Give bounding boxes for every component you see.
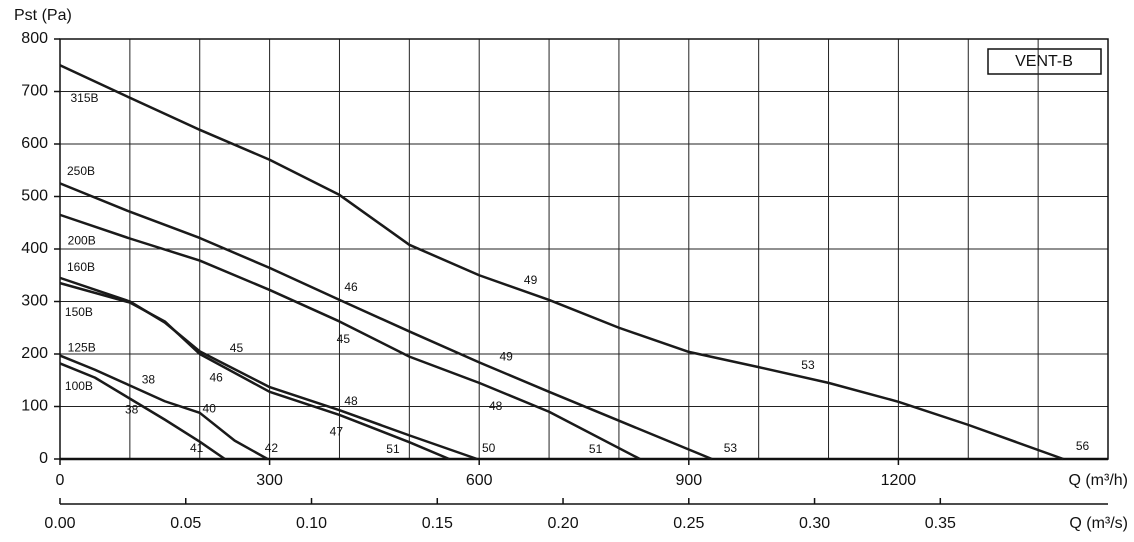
x2-tick-label: 0.10 [296,515,327,532]
curve-name: 125B [68,340,96,354]
noise-label: 45 [230,341,244,355]
x-tick-label: 300 [256,472,283,489]
noise-label: 50 [482,441,496,455]
x2-tick-label: 0.35 [925,515,956,532]
noise-label: 53 [801,358,815,372]
x-tick-label: 1200 [881,472,917,489]
fan-curve [59,213,641,461]
noise-label: 45 [337,332,351,346]
noise-label: 51 [386,442,400,456]
y-tick-label: 800 [21,30,48,47]
y-tick-label: 200 [21,345,48,362]
noise-label: 41 [190,441,204,455]
noise-label: 42 [265,441,279,455]
curve-name: 315B [70,91,98,105]
noise-label: 49 [524,273,538,287]
noise-label: 46 [344,280,358,294]
noise-label: 48 [489,399,503,413]
x2-tick-label: 0.20 [547,515,578,532]
x-axis-title: Q (m³/h) [1068,472,1128,489]
x-tick-label: 0 [56,472,65,489]
fan-curve [59,276,478,461]
x2-tick-label: 0.05 [170,515,201,532]
noise-label: 53 [724,441,738,455]
x-tick-label: 900 [675,472,702,489]
noise-label: 56 [1076,439,1090,453]
fan-curve [59,182,713,461]
noise-label: 49 [499,349,513,363]
y-tick-label: 700 [21,83,48,100]
x-tick-label: 600 [466,472,493,489]
noise-label: 38 [142,372,156,386]
curve-name: 100B [65,379,93,393]
legend-box [987,48,1102,75]
noise-label: 51 [589,442,603,456]
fan-curve [59,354,269,461]
legend-label: VENT-B [1015,53,1073,70]
fan-curve [59,281,450,461]
noise-label: 48 [344,394,358,408]
curve-name: 150B [65,305,93,319]
y-tick-label: 500 [21,188,48,205]
noise-label: 38 [125,402,139,416]
y-tick-label: 400 [21,240,48,257]
y-axis-title: Pst (Pa) [14,7,72,24]
y-tick-label: 300 [21,293,48,310]
curve-name: 250B [67,164,95,178]
noise-label: 40 [203,401,217,415]
fan-curve [59,362,226,461]
curve-name: 160B [67,260,95,274]
x2-tick-label: 0.00 [44,515,75,532]
y-tick-label: 600 [21,135,48,152]
fan-curve [59,64,1064,461]
y-tick-label: 0 [39,450,48,467]
curve-name: 200B [68,233,96,247]
x2-axis-title: Q (m³/s) [1069,515,1128,532]
y-tick-label: 100 [21,398,48,415]
x2-tick-label: 0.25 [673,515,704,532]
noise-label: 47 [330,424,344,438]
noise-label: 46 [210,370,224,384]
x2-tick-label: 0.15 [422,515,453,532]
x2-tick-label: 0.30 [799,515,830,532]
